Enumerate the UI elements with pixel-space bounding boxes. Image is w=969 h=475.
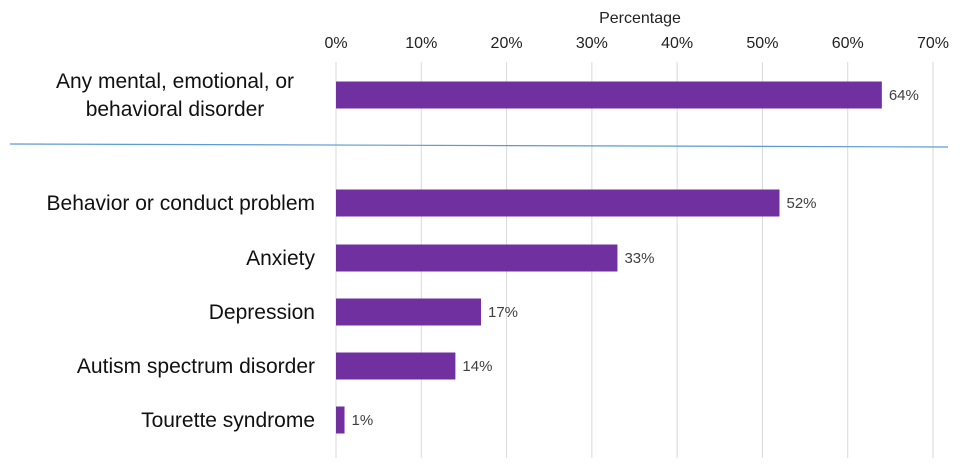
data-label: 1%: [352, 412, 374, 429]
group-separator-line: [9, 143, 949, 148]
x-tick-label: 0%: [324, 35, 347, 52]
category-label: Anxiety: [246, 247, 315, 270]
category-labels: Any mental, emotional, or behavioral diso…: [47, 70, 316, 432]
bar: [336, 189, 780, 217]
bar: [336, 406, 345, 434]
data-label: 14%: [462, 358, 492, 375]
x-tick-label: 60%: [832, 35, 864, 52]
x-tick-label: 50%: [746, 35, 778, 52]
category-label: Tourette syndrome: [141, 409, 315, 432]
data-labels: 64% 52% 33% 17% 14% 1%: [352, 87, 919, 429]
x-axis-title: Percentage: [599, 10, 681, 27]
category-label: behavioral disorder: [86, 98, 265, 121]
data-label: 52%: [786, 195, 816, 212]
x-tick-label: 40%: [661, 35, 693, 52]
x-axis-ticks: 0% 10% 20% 30% 40% 50% 60% 70%: [324, 35, 949, 52]
x-tick-label: 20%: [491, 35, 523, 52]
category-label: Any mental, emotional, or: [56, 70, 294, 93]
category-label: Depression: [209, 301, 315, 324]
data-label: 64%: [889, 87, 919, 104]
bar: [336, 298, 481, 326]
x-tick-label: 10%: [405, 35, 437, 52]
x-tick-label: 30%: [576, 35, 608, 52]
data-label: 33%: [624, 250, 654, 267]
data-label: 17%: [488, 304, 518, 321]
category-label: Autism spectrum disorder: [77, 355, 315, 378]
bar: [336, 81, 882, 109]
bars: [336, 81, 882, 434]
x-tick-label: 70%: [917, 35, 949, 52]
bar: [336, 352, 456, 380]
category-label: Behavior or conduct problem: [47, 192, 315, 215]
bar: [336, 244, 618, 272]
